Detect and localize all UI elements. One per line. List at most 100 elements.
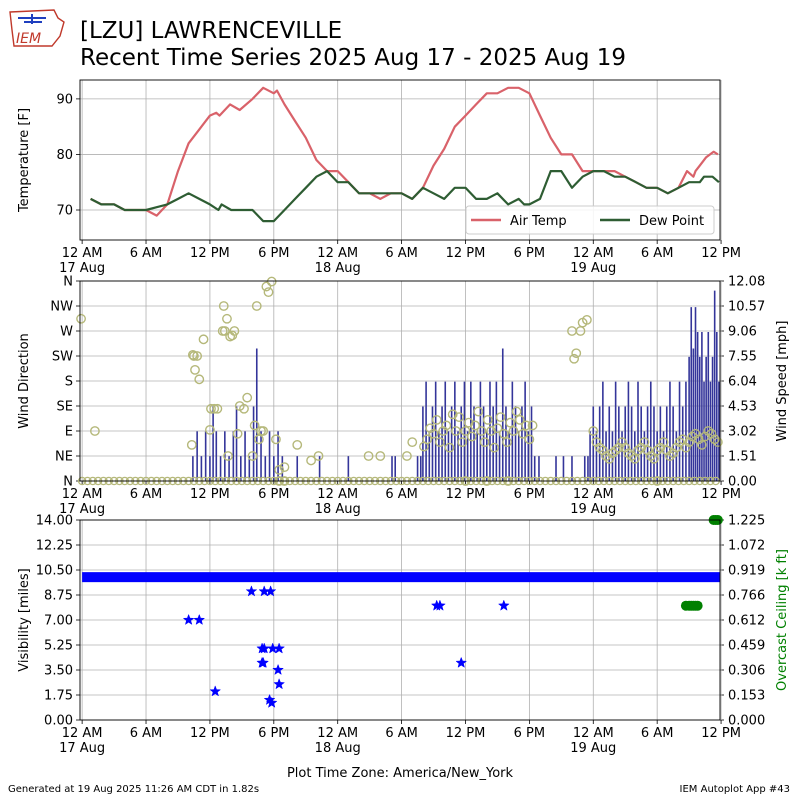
visibility-tick-label-5: 8.75 xyxy=(44,589,73,604)
wind-dir-point xyxy=(658,437,669,448)
wind-dir-point xyxy=(588,426,599,436)
wind-dir-tick-label-2: E xyxy=(65,425,73,440)
wind-dir-point xyxy=(194,374,205,385)
x-tick-label-1-0: 12 AM xyxy=(62,487,103,502)
wind-dir-point xyxy=(626,451,637,461)
x-tick-label-1-7: 6 PM xyxy=(514,487,545,502)
wind-dir-point xyxy=(601,451,611,461)
x-tick-label-1-1: 6 AM xyxy=(130,487,163,502)
wind-dir-point xyxy=(677,434,688,445)
x-date-label-1-8: 19 Aug xyxy=(570,502,616,517)
wind-dir-point xyxy=(633,445,643,456)
wind-dir-point xyxy=(239,403,249,414)
wind-dir-point xyxy=(649,453,659,464)
wind-dir-point xyxy=(495,412,506,423)
wind-dir-tick-label-3: SE xyxy=(57,400,73,415)
wind-dir-point xyxy=(447,409,458,420)
visibility-point xyxy=(245,585,258,597)
temperature-axis-label: Temperature [F] xyxy=(17,108,32,213)
ceiling-tick-label-7: 1.072 xyxy=(728,539,765,554)
x-tick-label-1-9: 6 AM xyxy=(641,487,674,502)
wind-dir-point xyxy=(617,437,627,448)
wind-dir-tick-label-8: N xyxy=(63,275,73,290)
wind-dir-point xyxy=(613,442,624,453)
temp-tick-label-0: 70 xyxy=(56,204,73,219)
wind-dir-point xyxy=(671,442,682,453)
wind-dir-point xyxy=(639,437,650,448)
x-date-label-2-0: 17 Aug xyxy=(59,741,105,756)
wind-dir-point xyxy=(279,462,290,473)
x-date-label-2-8: 19 Aug xyxy=(570,741,616,756)
ceiling-tick-label-2: 0.306 xyxy=(728,664,765,679)
wind-dir-point xyxy=(218,301,229,311)
x-tick-label-0-8: 12 AM xyxy=(573,246,614,261)
svg-text:IEM: IEM xyxy=(16,31,41,47)
wind-dir-point xyxy=(521,420,532,431)
axes-frame xyxy=(79,280,721,482)
x-tick-label-0-10: 12 PM xyxy=(701,246,741,261)
wind-dir-point xyxy=(441,420,452,431)
wind-dir-tick-label-6: W xyxy=(60,325,73,340)
wind-dir-point xyxy=(460,426,471,436)
wind-dir-point xyxy=(668,448,679,459)
app-note: IEM Autoplot App #43 xyxy=(679,784,790,795)
wind-dir-point xyxy=(703,426,714,436)
wind-dir-point xyxy=(431,414,442,425)
wind-dir-tick-label-1: NE xyxy=(55,450,73,465)
wind-dir-point xyxy=(610,445,621,456)
wind-dir-point xyxy=(665,451,675,461)
ceiling-point xyxy=(692,600,703,611)
x-tick-label-2-8: 12 AM xyxy=(573,726,614,741)
wind-dir-point xyxy=(690,428,701,439)
wind-speed-tick-label-6: 9.06 xyxy=(728,325,757,340)
x-tick-label-1-2: 12 PM xyxy=(190,487,230,502)
wind-dir-point xyxy=(209,403,220,414)
x-tick-label-0-9: 6 AM xyxy=(641,246,674,261)
wind-dir-point xyxy=(571,348,582,359)
x-tick-label-2-2: 12 PM xyxy=(190,726,230,741)
wind-dir-point xyxy=(222,313,232,324)
ceiling-tick-label-8: 1.225 xyxy=(728,514,765,529)
x-tick-label-2-1: 6 AM xyxy=(130,726,163,741)
x-tick-label-1-3: 6 PM xyxy=(258,487,289,502)
visibility-tick-label-8: 14.00 xyxy=(36,514,73,529)
visibility-point xyxy=(273,678,286,690)
wind-dir-point xyxy=(604,453,615,464)
x-date-label-0-0: 17 Aug xyxy=(59,261,105,276)
wind-dir-point xyxy=(712,437,723,448)
x-tick-label-2-7: 6 PM xyxy=(514,726,545,741)
legend-label-dew-point: Dew Point xyxy=(639,214,704,229)
wind-dir-point xyxy=(629,453,640,464)
x-tick-label-0-6: 12 PM xyxy=(446,246,486,261)
wind-dir-point xyxy=(313,451,324,461)
wind-dir-point xyxy=(492,423,503,434)
x-tick-label-2-0: 12 AM xyxy=(62,726,103,741)
wind-dir-point xyxy=(223,451,233,461)
wind-dir-point xyxy=(642,445,653,456)
chart-title: [LZU] LAWRENCEVILLE xyxy=(80,18,343,44)
wind-dir-point xyxy=(684,437,695,448)
x-date-label-2-4: 18 Aug xyxy=(315,741,361,756)
generated-note: Generated at 19 Aug 2025 11:26 AM CDT in… xyxy=(8,784,260,795)
wind-dir-point xyxy=(422,434,433,445)
wind-dir-point xyxy=(266,276,277,287)
wind-dir-tick-label-0: N xyxy=(63,475,73,490)
x-date-label-1-4: 18 Aug xyxy=(315,502,361,517)
wind-dir-point xyxy=(271,434,281,445)
visibility-point xyxy=(209,685,222,697)
legend: Air Temp Dew Point xyxy=(465,205,715,235)
wind-dir-point xyxy=(190,364,200,375)
x-tick-label-1-8: 12 AM xyxy=(573,487,614,502)
wind-dir-point xyxy=(242,392,253,403)
temp-tick-label-1: 80 xyxy=(56,148,73,163)
wind-dir-point xyxy=(435,437,445,448)
wind-dir-point xyxy=(700,431,710,442)
wind-dir-point xyxy=(489,442,500,453)
wind-dir-point xyxy=(709,434,720,445)
visibility-tick-label-7: 12.25 xyxy=(36,539,73,554)
visibility-point xyxy=(272,663,284,675)
wind-dir-point xyxy=(306,455,316,466)
wind-dir-point xyxy=(258,426,269,436)
wind-dir-point xyxy=(486,426,496,436)
